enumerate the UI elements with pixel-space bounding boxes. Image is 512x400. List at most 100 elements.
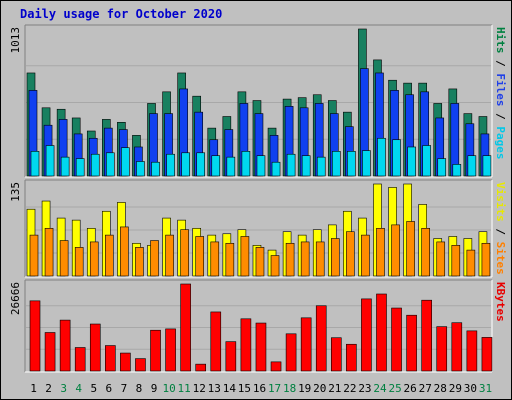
bar-kbytes-day-5: [89, 323, 101, 372]
bar-sites-day-9: [150, 240, 159, 277]
bar-kbytes-day-31: [481, 337, 493, 372]
bar-kbytes-day-19: [300, 317, 312, 372]
bar-pages-day-24: [377, 137, 386, 177]
bar-pages-day-16: [256, 155, 266, 177]
bar-pages-day-7: [121, 147, 130, 177]
bar-sites-day-5: [89, 241, 99, 277]
x-tick-label-day-28: 28: [434, 382, 447, 395]
y-max-label: 1013: [9, 27, 22, 54]
legend-entry: Sites: [494, 242, 507, 275]
bar-sites-day-27: [421, 227, 430, 277]
bar-kbytes-day-21: [330, 337, 342, 372]
bar-kbytes-day-4: [74, 347, 86, 372]
x-tick-label-day-3: 3: [60, 382, 67, 395]
bar-pages-day-3: [60, 156, 70, 177]
bar-sites-day-21: [330, 238, 340, 277]
x-axis-labels: 1 2 3 4 5 6 7 8 9 10 11 12 13 14 15 16 17 18 19 20 21 22 23 24 2…: [30, 382, 492, 395]
bar-sites-day-6: [105, 234, 114, 277]
bar-sites-day-26: [406, 221, 415, 277]
bar-kbytes-day-29: [451, 322, 463, 372]
x-tick-label-day-5: 5: [90, 382, 97, 395]
bar-kbytes-day-28: [436, 326, 448, 372]
x-tick-label-day-29: 29: [449, 382, 462, 395]
bar-sites-day-1: [29, 234, 39, 277]
x-tick-label-day-20: 20: [313, 382, 326, 395]
bar-kbytes-day-20: [315, 305, 327, 372]
x-tick-label-day-14: 14: [223, 382, 237, 395]
bar-kbytes-day-9: [150, 329, 161, 372]
bar-sites-day-15: [240, 236, 250, 277]
bar-kbytes-day-16: [255, 322, 267, 372]
x-tick-label-day-2: 2: [45, 382, 52, 395]
bar-kbytes-day-17: [270, 361, 282, 372]
bar-kbytes-day-26: [406, 314, 417, 372]
bar-kbytes-day-22: [346, 343, 357, 372]
bar-pages-day-12: [196, 152, 206, 177]
bar-pages-day-30: [467, 155, 477, 177]
bar-kbytes-day-24: [376, 293, 387, 372]
bar-kbytes-day-8: [135, 358, 146, 372]
bar-sites-day-30: [466, 249, 476, 277]
bar-kbytes-day-3: [59, 319, 71, 372]
panel-legend: KBytes: [494, 282, 507, 322]
bar-pages-day-1: [30, 151, 40, 177]
bar-pages-day-23: [362, 150, 371, 177]
bar-pages-day-31: [482, 155, 492, 177]
bar-pages-day-13: [211, 155, 221, 177]
x-tick-label-day-7: 7: [121, 382, 128, 395]
bar-kbytes-day-23: [361, 298, 372, 372]
bar-kbytes-day-27: [421, 299, 432, 372]
bar-pages-day-10: [166, 153, 175, 177]
bar-sites-day-28: [436, 241, 446, 277]
x-tick-label-day-11: 11: [178, 382, 191, 395]
bar-pages-day-15: [241, 151, 251, 177]
bar-sites-day-3: [59, 240, 69, 277]
x-tick-label-day-10: 10: [162, 382, 175, 395]
bar-pages-day-4: [75, 158, 85, 177]
bar-kbytes-day-12: [195, 363, 207, 372]
bar-sites-day-17: [270, 255, 280, 277]
x-tick-label-day-6: 6: [106, 382, 113, 395]
bar-pages-day-25: [392, 139, 401, 177]
legend-entry: /: [494, 107, 507, 127]
bar-pages-day-29: [452, 164, 462, 177]
x-tick-label-day-8: 8: [136, 382, 143, 395]
bar-sites-day-20: [315, 241, 325, 277]
x-tick-label-day-22: 22: [343, 382, 356, 395]
x-tick-label-day-30: 30: [464, 382, 477, 395]
x-tick-label-day-25: 25: [388, 382, 401, 395]
bar-sites-day-16: [255, 247, 265, 277]
legend-entry: Hits: [494, 27, 507, 54]
bar-sites-day-7: [120, 226, 129, 277]
bar-sites-day-2: [44, 227, 54, 277]
x-tick-label-day-21: 21: [328, 382, 341, 395]
x-tick-label-day-9: 9: [151, 382, 158, 395]
y-max-label: 26666: [9, 282, 22, 315]
panel-visits: 135 Visits / Sites: [9, 179, 507, 278]
bar-kbytes-day-15: [240, 318, 252, 372]
x-tick-label-day-27: 27: [419, 382, 432, 395]
bar-sites-day-22: [346, 231, 355, 277]
bar-kbytes-day-13: [210, 311, 222, 372]
bar-sites-day-8: [135, 247, 144, 277]
bar-sites-day-29: [451, 245, 461, 277]
bar-pages-day-9: [151, 161, 160, 177]
bar-sites-day-4: [74, 247, 84, 277]
y-max-label: 135: [9, 182, 22, 202]
x-tick-label-day-17: 17: [268, 382, 281, 395]
panel-hits: 1013 Hits / Files / Pages: [9, 24, 507, 178]
bar-pages-day-11: [181, 152, 190, 177]
bar-pages-day-27: [422, 145, 431, 177]
bar-pages-day-19: [301, 155, 311, 177]
bar-sites-day-25: [391, 224, 400, 277]
bar-pages-day-5: [90, 153, 100, 177]
bar-sites-day-19: [300, 241, 310, 277]
bar-kbytes-day-1: [29, 300, 41, 372]
legend-entry: Visits: [494, 182, 507, 222]
bar-kbytes-day-7: [120, 352, 131, 372]
bar-kbytes-day-11: [180, 283, 191, 372]
legend-entry: /: [494, 222, 507, 242]
legend-entry: Files: [494, 73, 507, 106]
x-tick-label-day-26: 26: [404, 382, 417, 395]
bar-pages-day-17: [271, 161, 281, 177]
